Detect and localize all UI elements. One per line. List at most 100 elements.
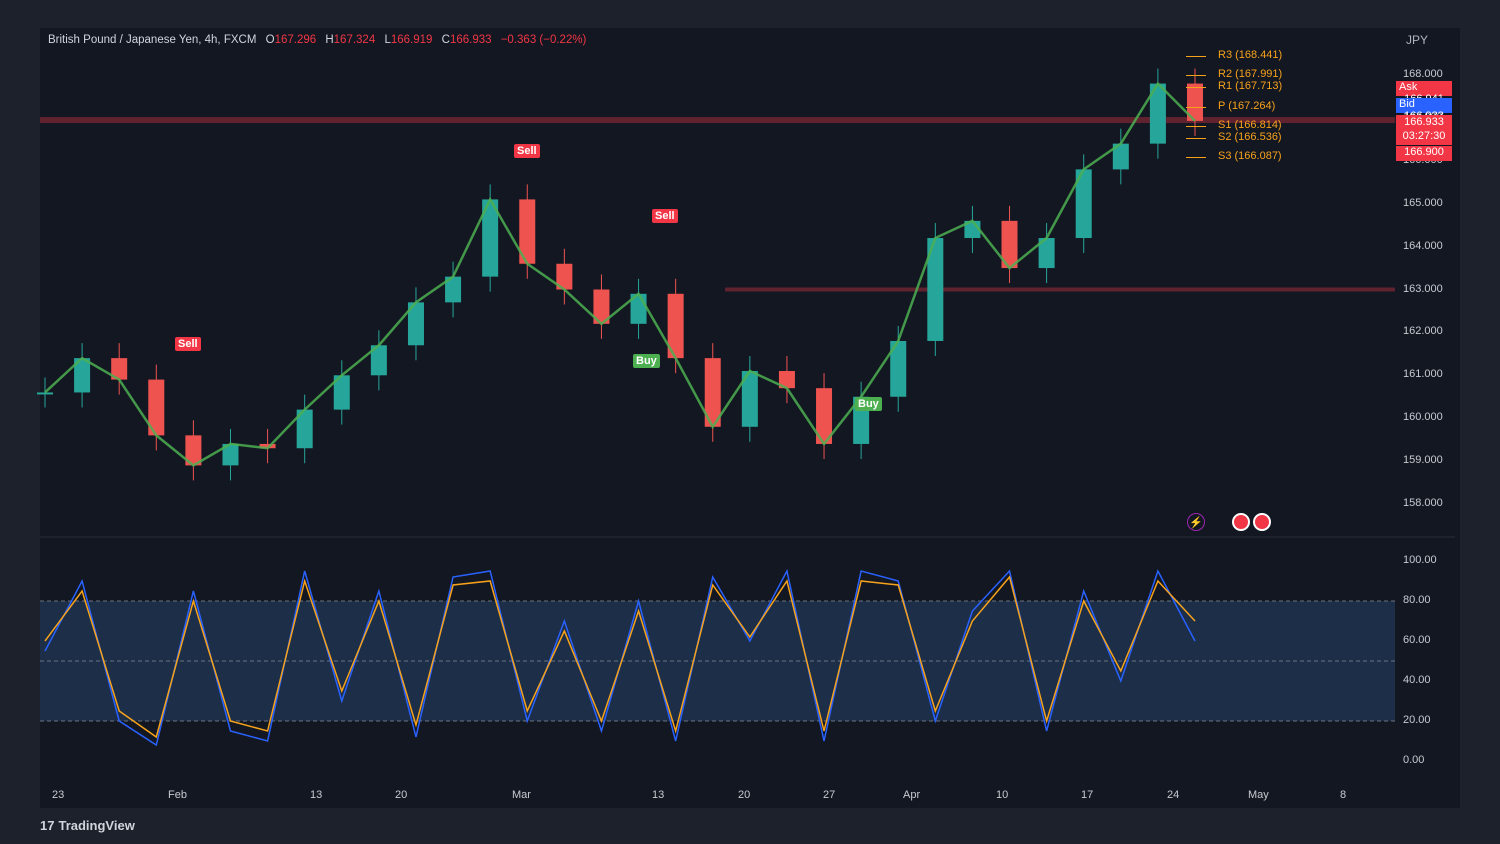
candle-body [1001, 220, 1018, 269]
candle-body [407, 302, 424, 346]
sell-signal-badge: Sell [652, 208, 678, 223]
low-price-value: 166.900 [1404, 146, 1444, 158]
bar-countdown: 03:27:30 [1402, 130, 1446, 142]
currency-label[interactable]: JPY [1406, 33, 1429, 47]
pivot-label: R2 (167.991) [1218, 68, 1283, 81]
pivot-label: S2 (166.536) [1218, 130, 1282, 143]
candle-body [222, 443, 239, 466]
ask-box: Ask166.941 [1396, 81, 1452, 105]
candle-body [445, 276, 462, 303]
time-tick-label: 10 [996, 789, 1009, 801]
event-icon[interactable] [1253, 513, 1271, 531]
candle-body [556, 263, 573, 290]
bid-label: Bid [1399, 98, 1415, 110]
tv-logo-icon: 17 [40, 818, 55, 833]
change-value: −0.363 (−0.22%) [500, 34, 587, 46]
sell-signal-badge: Sell [175, 337, 201, 352]
close-value: 166.933 [449, 34, 492, 46]
candle-body [333, 375, 350, 410]
candle-body [704, 358, 721, 427]
symbol-title: British Pound / Japanese Yen, 4h, FXCM [48, 34, 257, 46]
candle-body [778, 371, 795, 389]
time-tick-label: 24 [1167, 789, 1180, 801]
candle-body [259, 443, 276, 449]
open-value: 167.296 [274, 34, 317, 46]
high-label: H [325, 34, 334, 46]
stoch-tick-label: 20.00 [1403, 714, 1431, 726]
lightning-icon[interactable]: ⚡ [1187, 513, 1205, 531]
support-zone [725, 287, 1395, 292]
open-label: O [265, 34, 275, 46]
pivot-line [1186, 137, 1206, 139]
pivot-line [1186, 56, 1206, 58]
time-tick-label: Apr [903, 789, 921, 801]
candle-body [185, 435, 202, 466]
stoch-tick-label: 0.00 [1403, 754, 1425, 766]
time-tick-label: Feb [168, 789, 187, 801]
candle-body [1075, 169, 1092, 239]
candle-body [890, 340, 907, 397]
buy-signal-badge: Buy [855, 397, 882, 412]
price-line [44, 81, 1196, 467]
event-icon[interactable] [1232, 513, 1250, 531]
candle-body [37, 392, 53, 395]
brand-name: TradingView [58, 818, 135, 833]
candle-body [519, 199, 536, 264]
low-price-box: 166.900 [1396, 146, 1452, 161]
price-tick-label: 161.000 [1403, 368, 1443, 381]
time-tick-label: 13 [310, 789, 323, 801]
low-value: 166.919 [390, 34, 433, 46]
pivot-label: R3 (168.441) [1218, 49, 1283, 62]
candle-body [1149, 83, 1166, 144]
stoch-tick-label: 60.00 [1403, 634, 1431, 646]
price-tick-label: 163.000 [1403, 282, 1443, 295]
time-tick-label: May [1248, 789, 1269, 801]
price-tick-label: 164.000 [1403, 239, 1443, 252]
last-price-box: 166.933 03:27:30 [1396, 115, 1452, 145]
time-tick-label: 17 [1081, 789, 1094, 801]
symbol-header: British Pound / Japanese Yen, 4h, FXCM O… [48, 34, 586, 46]
stoch-tick-label: 100.00 [1403, 554, 1437, 566]
candle-body [927, 238, 944, 341]
price-tick-label: 162.000 [1403, 325, 1443, 338]
candle-body [74, 358, 91, 393]
pivot-line [1186, 125, 1206, 127]
time-tick-label: 20 [395, 789, 408, 801]
time-tick-label: 8 [1340, 789, 1347, 801]
resistance-zone [40, 117, 1395, 124]
pivot-line [1186, 157, 1206, 159]
candle-body [593, 289, 610, 324]
pivot-label: R1 (167.713) [1218, 80, 1283, 93]
candle-body [667, 293, 684, 359]
candle-body [296, 409, 313, 449]
price-tick-label: 158.000 [1403, 497, 1443, 509]
pivot-label: S3 (166.087) [1218, 150, 1282, 163]
pivot-line [1186, 75, 1206, 77]
candle-body [1112, 143, 1129, 170]
candle-body [1187, 83, 1203, 121]
price-tick-label: 160.000 [1403, 411, 1443, 424]
time-tick-label: Mar [512, 789, 531, 801]
candle-body [370, 345, 387, 376]
high-value: 167.324 [333, 34, 376, 46]
candle-body [148, 379, 165, 436]
candle-body [111, 358, 128, 380]
tradingview-logo[interactable]: 17 TradingView [40, 818, 135, 833]
candle-body [816, 388, 833, 444]
price-tick-label: 165.000 [1403, 196, 1443, 209]
last-price-value: 166.933 [1404, 116, 1444, 128]
price-tick-label: 159.000 [1403, 454, 1443, 467]
stoch-tick-label: 40.00 [1403, 674, 1431, 686]
time-tick-label: 27 [823, 789, 836, 801]
time-tick-label: 13 [652, 789, 665, 801]
time-tick-label: 23 [52, 789, 65, 801]
low-label: L [384, 34, 391, 46]
close-label: C [441, 34, 450, 46]
candle-body [482, 199, 499, 277]
sell-signal-badge: Sell [514, 144, 540, 159]
stoch-tick-label: 80.00 [1403, 594, 1431, 606]
pivot-line [1186, 106, 1206, 108]
buy-signal-badge: Buy [633, 354, 660, 369]
